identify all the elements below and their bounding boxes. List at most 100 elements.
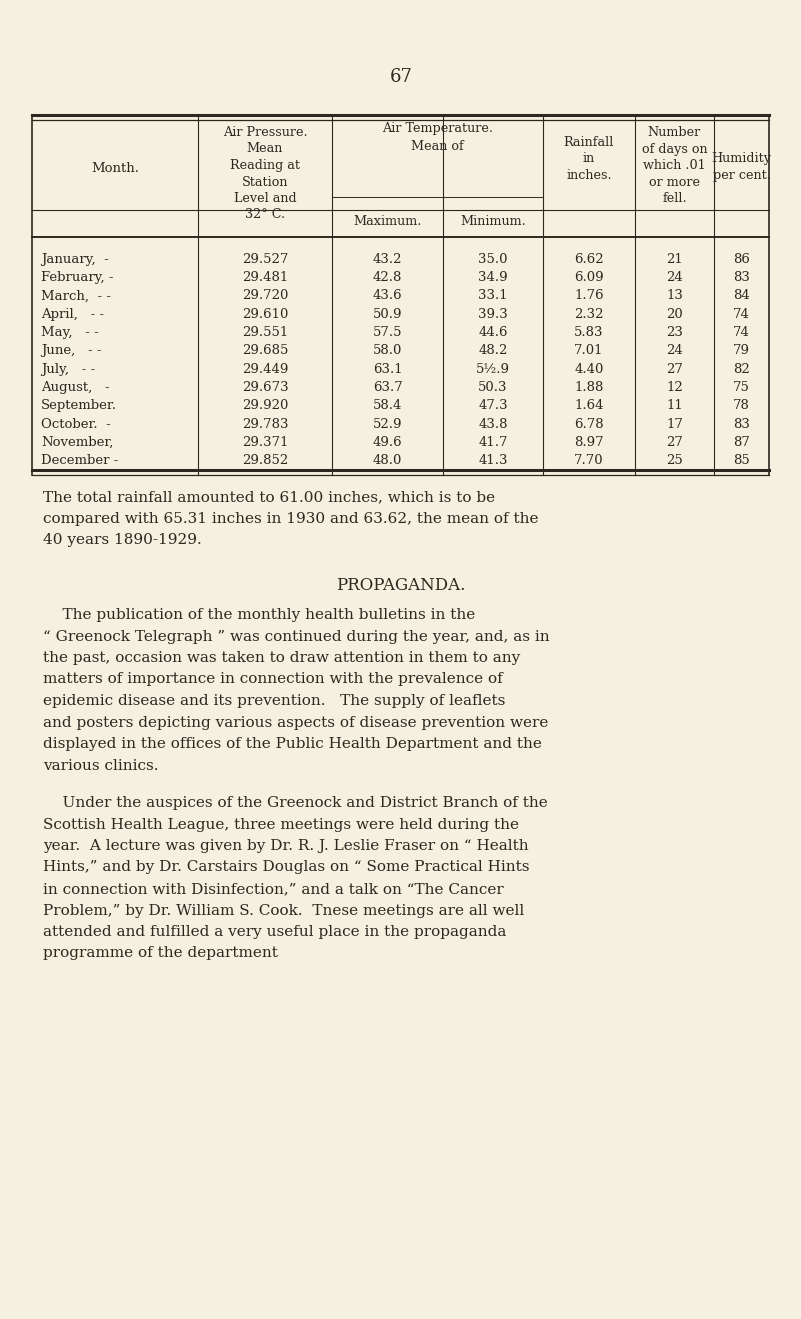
Text: January,  -: January, - bbox=[41, 253, 109, 265]
Text: 39.3: 39.3 bbox=[478, 307, 508, 321]
Text: 79: 79 bbox=[733, 344, 750, 357]
Text: 78: 78 bbox=[733, 400, 750, 413]
Text: 24: 24 bbox=[666, 270, 683, 284]
Text: 63.7: 63.7 bbox=[372, 381, 402, 394]
Text: 75: 75 bbox=[733, 381, 750, 394]
Text: 74: 74 bbox=[733, 307, 750, 321]
Text: 12: 12 bbox=[666, 381, 683, 394]
Text: Rainfall
in
inches.: Rainfall in inches. bbox=[564, 136, 614, 182]
Text: August,   -: August, - bbox=[41, 381, 110, 394]
Text: April,   - -: April, - - bbox=[41, 307, 104, 321]
Text: Air Temperature.: Air Temperature. bbox=[382, 121, 493, 135]
Text: 83: 83 bbox=[733, 418, 750, 431]
Text: compared with 65.31 inches in 1930 and 63.62, the mean of the: compared with 65.31 inches in 1930 and 6… bbox=[43, 512, 538, 525]
Text: 13: 13 bbox=[666, 289, 683, 302]
Text: programme of the department: programme of the department bbox=[43, 947, 278, 960]
Text: “ Greenock Telegraph ” was continued during the year, and, as in: “ Greenock Telegraph ” was continued dur… bbox=[43, 629, 549, 644]
Text: June,   - -: June, - - bbox=[41, 344, 102, 357]
Text: 63.1: 63.1 bbox=[372, 363, 402, 376]
Text: in connection with Disinfection,” and a talk on “The Cancer: in connection with Disinfection,” and a … bbox=[43, 882, 504, 896]
Text: 29.720: 29.720 bbox=[242, 289, 288, 302]
Text: 87: 87 bbox=[733, 437, 750, 448]
Text: 7.70: 7.70 bbox=[574, 454, 604, 467]
Text: Humidity
per cent.: Humidity per cent. bbox=[711, 152, 771, 182]
Text: 17: 17 bbox=[666, 418, 683, 431]
Text: March,  - -: March, - - bbox=[41, 289, 111, 302]
Text: Under the auspices of the Greenock and District Branch of the: Under the auspices of the Greenock and D… bbox=[43, 795, 548, 810]
Text: 48.2: 48.2 bbox=[478, 344, 508, 357]
Text: Scottish Health League, three meetings were held during the: Scottish Health League, three meetings w… bbox=[43, 818, 519, 831]
Text: 29.551: 29.551 bbox=[242, 326, 288, 339]
Text: Minimum.: Minimum. bbox=[460, 215, 526, 228]
Text: 8.97: 8.97 bbox=[574, 437, 604, 448]
Text: 82: 82 bbox=[733, 363, 750, 376]
Text: Maximum.: Maximum. bbox=[353, 215, 421, 228]
Text: 27: 27 bbox=[666, 437, 683, 448]
Text: 44.6: 44.6 bbox=[478, 326, 508, 339]
Text: 67: 67 bbox=[389, 69, 413, 86]
Text: 85: 85 bbox=[733, 454, 750, 467]
Text: 49.6: 49.6 bbox=[372, 437, 402, 448]
Text: The total rainfall amounted to 61.00 inches, which is to be: The total rainfall amounted to 61.00 inc… bbox=[43, 489, 495, 504]
Text: 29.527: 29.527 bbox=[242, 253, 288, 265]
Text: 50.9: 50.9 bbox=[372, 307, 402, 321]
Text: 48.0: 48.0 bbox=[372, 454, 402, 467]
Text: 20: 20 bbox=[666, 307, 683, 321]
Text: 2.32: 2.32 bbox=[574, 307, 604, 321]
Text: 27: 27 bbox=[666, 363, 683, 376]
Text: 5.83: 5.83 bbox=[574, 326, 604, 339]
Text: Month.: Month. bbox=[91, 161, 139, 174]
Text: 50.3: 50.3 bbox=[478, 381, 508, 394]
Text: 29.371: 29.371 bbox=[242, 437, 288, 448]
Text: 29.610: 29.610 bbox=[242, 307, 288, 321]
Text: various clinics.: various clinics. bbox=[43, 758, 159, 773]
Text: 29.685: 29.685 bbox=[242, 344, 288, 357]
Text: 33.1: 33.1 bbox=[478, 289, 508, 302]
Text: 43.8: 43.8 bbox=[478, 418, 508, 431]
Text: Problem,” by Dr. William S. Cook.  Tnese meetings are all well: Problem,” by Dr. William S. Cook. Tnese … bbox=[43, 904, 524, 918]
Text: 74: 74 bbox=[733, 326, 750, 339]
Text: 29.449: 29.449 bbox=[242, 363, 288, 376]
Text: July,   - -: July, - - bbox=[41, 363, 95, 376]
Text: 1.88: 1.88 bbox=[574, 381, 604, 394]
Text: 58.0: 58.0 bbox=[372, 344, 402, 357]
Text: 7.01: 7.01 bbox=[574, 344, 604, 357]
Text: 29.852: 29.852 bbox=[242, 454, 288, 467]
Text: 41.3: 41.3 bbox=[478, 454, 508, 467]
Text: October.  -: October. - bbox=[41, 418, 111, 431]
Text: 43.6: 43.6 bbox=[372, 289, 402, 302]
Text: 29.673: 29.673 bbox=[242, 381, 288, 394]
Text: 29.481: 29.481 bbox=[242, 270, 288, 284]
Text: The publication of the monthly health bulletins in the: The publication of the monthly health bu… bbox=[43, 608, 475, 623]
Text: 4.40: 4.40 bbox=[574, 363, 604, 376]
Text: February, -: February, - bbox=[41, 270, 114, 284]
Text: Mean of: Mean of bbox=[411, 140, 464, 153]
Text: 41.7: 41.7 bbox=[478, 437, 508, 448]
Text: Air Pressure.
Mean
Reading at
Station
Level and
32° C.: Air Pressure. Mean Reading at Station Le… bbox=[223, 127, 308, 222]
Text: Hints,” and by Dr. Carstairs Douglas on “ Some Practical Hints: Hints,” and by Dr. Carstairs Douglas on … bbox=[43, 860, 529, 874]
Text: September.: September. bbox=[41, 400, 117, 413]
Text: 42.8: 42.8 bbox=[372, 270, 402, 284]
Text: Number
of days on
which .01
or more
fell.: Number of days on which .01 or more fell… bbox=[642, 127, 707, 204]
Text: 1.64: 1.64 bbox=[574, 400, 604, 413]
Text: 25: 25 bbox=[666, 454, 683, 467]
Text: 40 years 1890-1929.: 40 years 1890-1929. bbox=[43, 533, 202, 547]
Text: 84: 84 bbox=[733, 289, 750, 302]
Text: PROPAGANDA.: PROPAGANDA. bbox=[336, 576, 465, 594]
Text: 21: 21 bbox=[666, 253, 683, 265]
Text: attended and fulfilled a very useful place in the propaganda: attended and fulfilled a very useful pla… bbox=[43, 925, 506, 939]
Text: 11: 11 bbox=[666, 400, 683, 413]
Text: 58.4: 58.4 bbox=[372, 400, 402, 413]
Text: 5½.9: 5½.9 bbox=[476, 363, 510, 376]
Text: 6.78: 6.78 bbox=[574, 418, 604, 431]
Text: 6.09: 6.09 bbox=[574, 270, 604, 284]
Text: November,: November, bbox=[41, 437, 114, 448]
Text: 57.5: 57.5 bbox=[372, 326, 402, 339]
Text: matters of importance in connection with the prevalence of: matters of importance in connection with… bbox=[43, 673, 503, 686]
Text: year.  A lecture was given by Dr. R. J. Leslie Fraser on “ Health: year. A lecture was given by Dr. R. J. L… bbox=[43, 839, 529, 853]
Text: 23: 23 bbox=[666, 326, 683, 339]
Text: 86: 86 bbox=[733, 253, 750, 265]
Text: 6.62: 6.62 bbox=[574, 253, 604, 265]
Text: 83: 83 bbox=[733, 270, 750, 284]
Text: 35.0: 35.0 bbox=[478, 253, 508, 265]
